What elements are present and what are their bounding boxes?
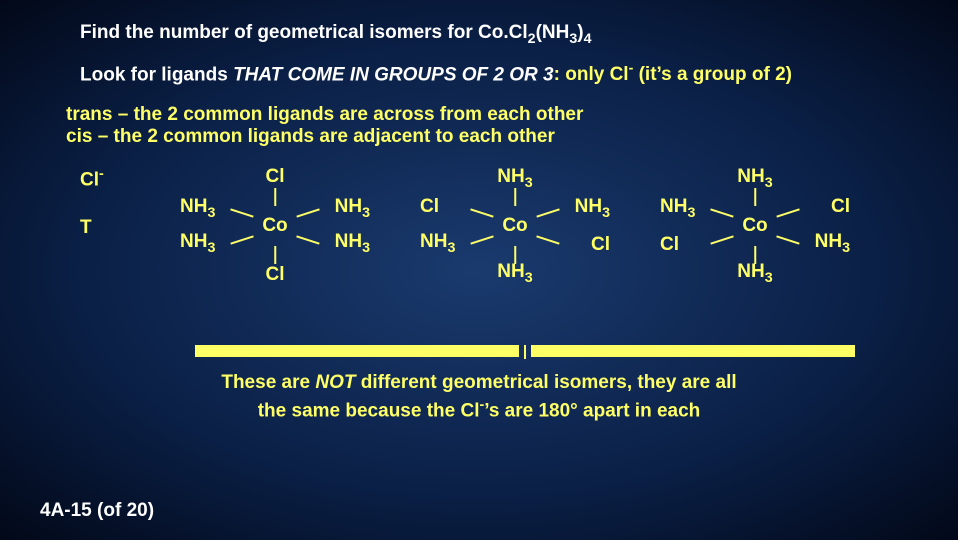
lig-br: NH3	[335, 231, 370, 256]
lig-bot: NH3	[497, 261, 532, 286]
hint-line: Look for ligands THAT COME IN GROUPS OF …	[80, 61, 878, 86]
lig-br: Cl	[591, 234, 610, 256]
hint-c: : only Cl	[554, 64, 629, 85]
lig-bl: NH3	[180, 231, 215, 256]
hint-a: Look for ligands	[80, 64, 233, 85]
lig-bot: Cl	[266, 264, 285, 286]
hint-d: (it’s a group of 2)	[633, 64, 792, 85]
formula-sub3: 4	[584, 31, 592, 47]
lig-tl: NH3	[180, 196, 215, 221]
slide-footer: 4A-15 (of 20)	[40, 500, 154, 522]
lig-tl: NH3	[660, 196, 695, 221]
metal-center: Co	[502, 215, 527, 237]
cis-def: cis – the 2 common ligands are adjacent …	[66, 126, 878, 148]
title-text: Find the number of geometrical isomers f…	[80, 22, 478, 43]
cl-minus-label: Cl-	[80, 166, 170, 191]
diagram-3: NH3 NH3 NH3 Cl Cl NH3 Co	[660, 166, 850, 286]
title-line: Find the number of geometrical isomers f…	[80, 22, 878, 47]
lig-bl: Cl	[660, 234, 679, 256]
hint-emph: THAT COME IN GROUPS OF 2 OR 3	[233, 64, 554, 85]
lig-tl: Cl	[420, 196, 439, 218]
t-label: T	[80, 217, 170, 239]
left-labels: Cl- T	[80, 166, 170, 239]
lig-bl: NH3	[420, 231, 455, 256]
formula-base: Co.Cl	[478, 22, 528, 43]
caption-text: These are NOT different geometrical isom…	[0, 370, 958, 424]
formula-sub1: 2	[528, 31, 536, 47]
formula-mid: (NH	[536, 22, 570, 43]
metal-center: Co	[262, 215, 287, 237]
metal-center: Co	[742, 215, 767, 237]
lig-br: NH3	[815, 231, 850, 256]
diagram-2: NH3 NH3 Cl NH3 NH3 Cl Co	[420, 166, 610, 286]
diagram-1: Cl Cl NH3 NH3 NH3 NH3 Co	[180, 166, 370, 286]
brace-under-diagrams	[195, 345, 855, 361]
lig-tr: NH3	[335, 196, 370, 221]
lig-top: Cl	[266, 166, 285, 188]
lig-tr: NH3	[575, 196, 610, 221]
trans-def: trans – the 2 common ligands are across …	[66, 104, 878, 126]
diagrams-row: Cl Cl NH3 NH3 NH3 NH3 Co NH3 NH3 Cl NH3 …	[180, 166, 850, 286]
lig-tr: Cl	[831, 196, 850, 218]
lig-bot: NH3	[737, 261, 772, 286]
